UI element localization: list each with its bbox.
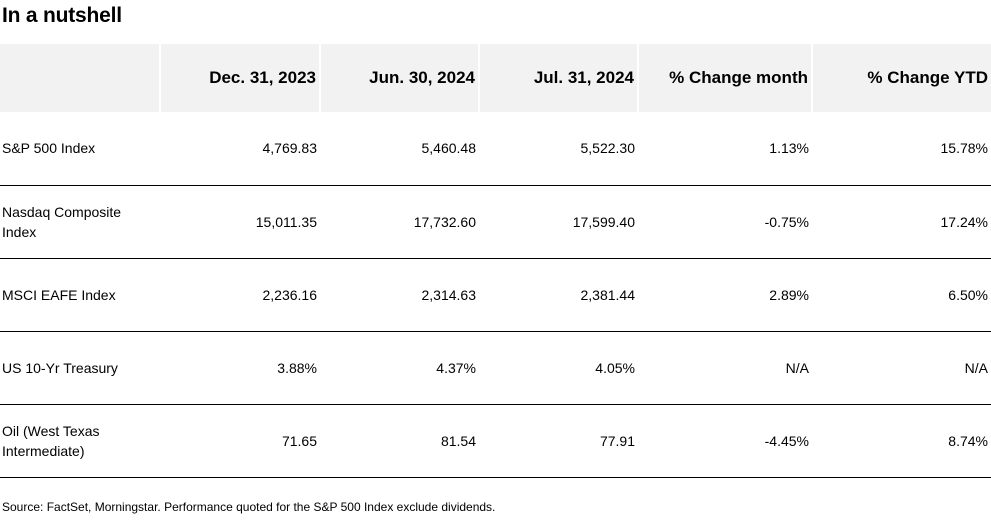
table-cell: 77.91 <box>479 404 638 478</box>
table-cell: 15,011.35 <box>160 185 320 259</box>
table-cell: 1.13% <box>638 112 812 186</box>
row-label: MSCI EAFE Index <box>0 258 160 332</box>
market-summary-table: Dec. 31, 2023 Jun. 30, 2024 Jul. 31, 202… <box>0 44 991 478</box>
table-cell: 2,236.16 <box>160 258 320 332</box>
table-cell: 5,460.48 <box>320 112 479 186</box>
table-cell: -0.75% <box>638 185 812 259</box>
table-cell: 2,381.44 <box>479 258 638 332</box>
table-cell: 15.78% <box>812 112 991 186</box>
table-cell: 8.74% <box>812 404 991 478</box>
column-header-change-ytd: % Change YTD <box>811 44 991 112</box>
table-cell: 4,769.83 <box>160 112 320 186</box>
source-footnote: Source: FactSet, Morningstar. Performanc… <box>2 500 496 514</box>
column-header-jun-2024: Jun. 30, 2024 <box>319 44 479 112</box>
table-cell: 6.50% <box>812 258 991 332</box>
table-row: US 10-Yr Treasury 3.88% 4.37% 4.05% N/A … <box>0 331 991 405</box>
row-label: S&P 500 Index <box>0 112 160 186</box>
table-cell: -4.45% <box>638 404 812 478</box>
page-title: In a nutshell <box>2 4 122 27</box>
column-header-index <box>0 44 160 112</box>
table-cell: 17,732.60 <box>320 185 479 259</box>
column-header-jul-2024: Jul. 31, 2024 <box>478 44 638 112</box>
table-cell: 4.05% <box>479 331 638 405</box>
column-header-dec-2023: Dec. 31, 2023 <box>159 44 320 112</box>
row-label: US 10-Yr Treasury <box>0 331 160 405</box>
row-label: Oil (West Texas Intermediate) <box>0 404 160 478</box>
table-cell: 4.37% <box>320 331 479 405</box>
table-cell: N/A <box>638 331 812 405</box>
table-row: Nasdaq Composite Index 15,011.35 17,732.… <box>0 185 991 259</box>
table-cell: 17.24% <box>812 185 991 259</box>
column-header-change-month: % Change month <box>637 44 812 112</box>
table-cell: 71.65 <box>160 404 320 478</box>
table-cell: 17,599.40 <box>479 185 638 259</box>
table-cell: N/A <box>812 331 991 405</box>
table-row: S&P 500 Index 4,769.83 5,460.48 5,522.30… <box>0 112 991 186</box>
table-cell: 3.88% <box>160 331 320 405</box>
table-cell: 81.54 <box>320 404 479 478</box>
table-cell: 2,314.63 <box>320 258 479 332</box>
table-row: Oil (West Texas Intermediate) 71.65 81.5… <box>0 404 991 478</box>
table-cell: 2.89% <box>638 258 812 332</box>
table-header-row: Dec. 31, 2023 Jun. 30, 2024 Jul. 31, 202… <box>0 44 991 112</box>
table-cell: 5,522.30 <box>479 112 638 186</box>
table-row: MSCI EAFE Index 2,236.16 2,314.63 2,381.… <box>0 258 991 332</box>
row-label: Nasdaq Composite Index <box>0 185 160 259</box>
